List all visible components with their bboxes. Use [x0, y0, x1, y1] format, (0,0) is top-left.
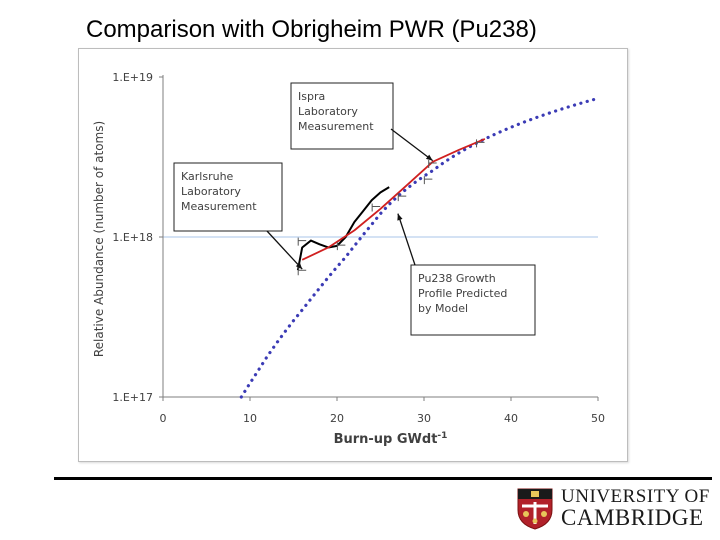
callout-arrow — [266, 230, 303, 270]
callout-arrowhead — [295, 262, 303, 270]
data-marker — [397, 193, 407, 202]
y-axis-label: Relative Abundance (number of atoms) — [92, 121, 106, 357]
callout-text: Ispra — [298, 90, 325, 103]
y-tick-label: 1.E+17 — [112, 391, 153, 404]
x-tick-label: 30 — [417, 412, 431, 425]
x-tick-label: 0 — [160, 412, 167, 425]
ispra-measurement-line — [301, 138, 486, 261]
callout-text: Measurement — [181, 200, 257, 213]
data-marker — [336, 242, 346, 251]
callout-text: Profile Predicted — [418, 287, 507, 300]
callout-arrowhead — [397, 213, 403, 221]
x-tick-label: 10 — [243, 412, 257, 425]
x-tick-label: 20 — [330, 412, 344, 425]
x-tick-label: 50 — [591, 412, 605, 425]
callout-box — [290, 82, 394, 150]
data-marker — [297, 237, 307, 246]
karlsruhe-measurement-line — [296, 186, 390, 271]
data-marker — [371, 203, 381, 212]
university-logo-line2: CAMBRIDGE — [561, 505, 704, 530]
cambridge-crest-icon — [517, 488, 553, 530]
data-marker — [297, 267, 307, 276]
callout-arrow — [390, 128, 434, 162]
callout-text: Pu238 Growth — [418, 272, 496, 285]
callout-arrow — [397, 213, 416, 266]
y-tick-label: 1.E+19 — [112, 71, 153, 84]
data-marker — [476, 139, 485, 148]
callout-text: Karlsruhe — [181, 170, 234, 183]
y-tick-label: 1.E+18 — [112, 231, 153, 244]
callout-text: Measurement — [298, 120, 374, 133]
callout-text: Laboratory — [298, 105, 358, 118]
data-marker — [428, 160, 437, 169]
slide-title: Comparison with Obrigheim PWR (Pu238) — [86, 16, 537, 43]
x-tick-label: 40 — [504, 412, 518, 425]
callout-arrowhead — [425, 154, 433, 161]
callout-text: by Model — [418, 302, 468, 315]
callout-text: Laboratory — [181, 185, 241, 198]
data-marker — [423, 176, 433, 185]
university-logo-line1: UNIVERSITY OF — [561, 486, 710, 507]
model-prediction-line — [239, 96, 600, 399]
callout-box — [173, 162, 283, 232]
abundance-chart: Ispra Laboratory Measurement Karlsruhe Labor… — [92, 71, 605, 447]
x-axis-label: Burn-up GWdt-1 — [334, 431, 448, 447]
footer-rule — [54, 477, 712, 480]
chart-panel: Ispra Laboratory Measurement Karlsruhe Labor… — [78, 48, 628, 462]
callout-box — [410, 264, 536, 336]
x-axis-label-superscript: -1 — [437, 431, 447, 441]
